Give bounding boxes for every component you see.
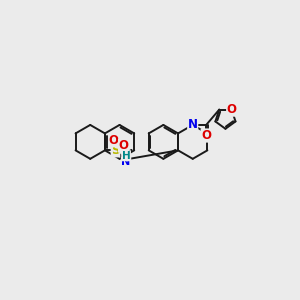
Text: O: O: [118, 139, 129, 152]
Text: N: N: [122, 158, 131, 167]
Text: O: O: [109, 134, 118, 147]
Text: O: O: [201, 129, 211, 142]
Text: S: S: [111, 144, 120, 157]
Text: H: H: [122, 151, 130, 161]
Text: O: O: [227, 103, 237, 116]
Text: N: N: [188, 118, 198, 131]
